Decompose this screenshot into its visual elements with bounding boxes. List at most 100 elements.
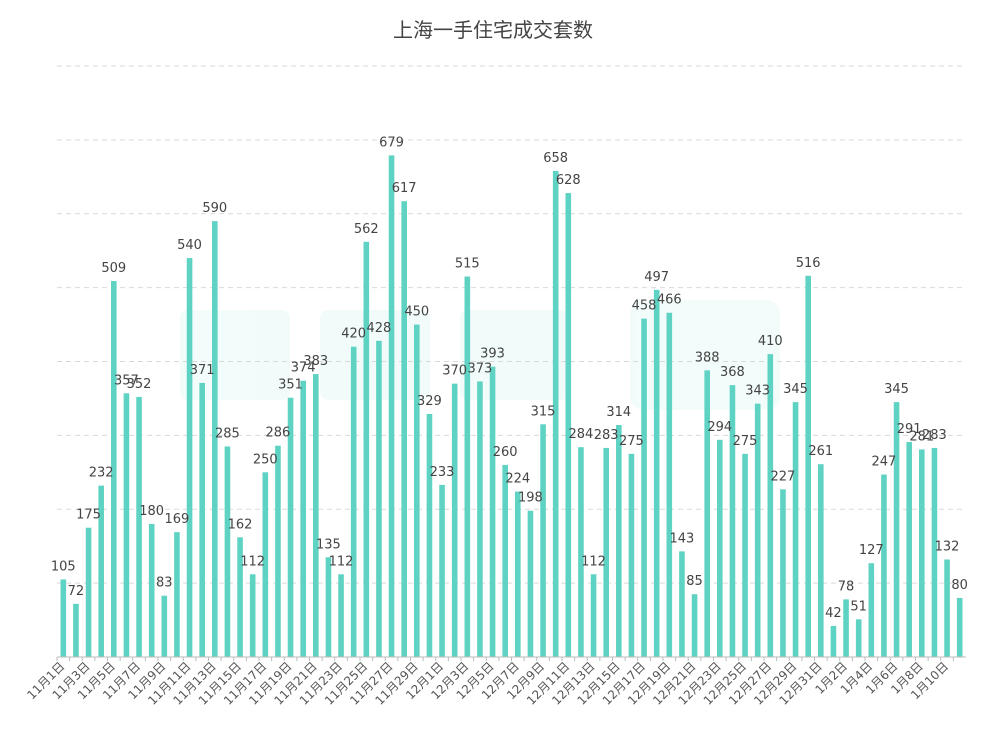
bar [691,594,698,657]
data-label: 112 [329,554,354,569]
bar [906,442,912,657]
data-label: 247 [872,455,897,470]
bar [212,221,218,657]
bar [515,491,521,657]
data-label: 85 [686,574,703,589]
data-label: 516 [796,256,821,271]
bar [161,595,168,657]
bar [186,258,193,657]
bar [464,276,471,657]
data-label: 281 [909,429,934,444]
bar [590,574,597,657]
data-label: 515 [455,257,480,272]
bar [123,393,130,657]
data-label: 291 [897,422,922,437]
chart-title: 上海一手住宅成交套数 [393,18,593,42]
data-label: 450 [404,305,429,320]
bar [60,579,67,657]
bar [136,396,142,657]
bar [565,193,572,657]
bar [552,170,559,657]
data-label: 78 [838,579,855,594]
bar [350,346,357,657]
bar [287,397,294,657]
bar [628,453,635,657]
data-label: 509 [101,261,126,276]
bar [98,485,104,657]
bar [855,619,862,657]
bar [451,383,458,657]
data-label: 224 [505,472,530,487]
bar [717,439,723,657]
data-label: 260 [493,445,518,460]
data-label: 198 [518,491,543,506]
data-label: 285 [215,426,240,441]
data-label: 540 [177,238,202,253]
data-label: 42 [825,606,842,621]
bar [313,374,319,657]
data-label: 132 [935,539,960,554]
bar [489,366,496,657]
bar [729,385,736,657]
data-label: 352 [127,377,152,392]
data-label: 283 [922,428,947,443]
bar [338,574,344,657]
data-label: 420 [341,327,366,342]
bar [931,447,938,657]
data-label: 83 [156,576,173,591]
bar [843,599,849,657]
bar [767,354,774,657]
data-label: 169 [165,512,190,527]
data-label: 617 [392,181,417,196]
bar [439,484,445,657]
data-label: 562 [354,222,379,237]
data-label: 314 [606,405,631,420]
data-label: 393 [480,347,505,362]
bar [237,537,243,657]
bar [616,425,622,657]
bar [502,464,508,657]
bar [792,402,799,657]
bar [868,563,875,657]
data-label: 105 [51,559,76,574]
bar [325,557,332,657]
data-label: 135 [316,537,341,552]
data-label: 345 [783,382,808,397]
bar [224,446,231,657]
data-label: 80 [951,578,968,593]
data-label: 458 [632,299,657,314]
data-label: 590 [202,201,227,216]
data-label: 315 [531,404,556,419]
data-label: 373 [468,361,493,376]
bar [85,527,92,657]
data-label: 250 [253,452,278,467]
bar [414,324,420,657]
data-label: 112 [240,554,265,569]
bar [881,474,887,657]
grid-lines [57,65,966,584]
data-label: 410 [758,334,783,349]
data-label: 162 [228,517,253,532]
data-label: 232 [89,466,114,481]
data-label: 143 [670,531,695,546]
bar [754,403,761,657]
data-label: 233 [430,465,455,480]
bar [199,382,205,657]
data-label: 351 [278,378,303,393]
x-axis-tick-labels: 11月1日11月3日11月5日11月7日11月9日11月11日11月13日11月… [24,657,954,708]
data-label: 286 [266,426,291,441]
bar [742,453,748,657]
bar [426,413,433,657]
bar [653,289,660,657]
bar [262,472,269,657]
bar [666,312,673,657]
bar [578,447,584,657]
data-label: 466 [657,293,682,308]
data-label: 261 [808,444,833,459]
data-label: 658 [543,151,568,166]
data-label: 284 [569,427,594,442]
data-label: 679 [379,135,404,150]
bar [679,551,685,657]
